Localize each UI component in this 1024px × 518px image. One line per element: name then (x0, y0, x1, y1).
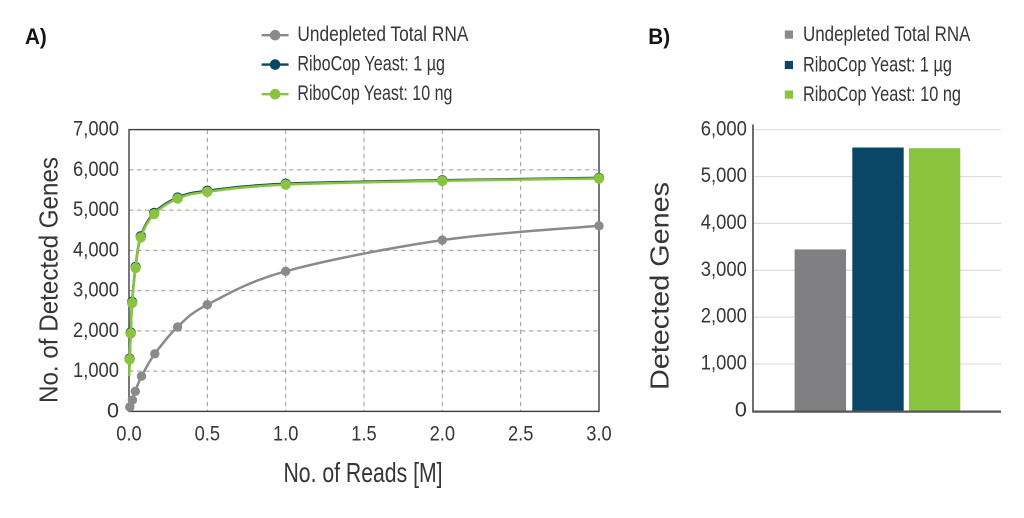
svg-text:RiboCop Yeast: 1 µg: RiboCop Yeast: 1 µg (803, 53, 952, 77)
svg-text:0.0: 0.0 (116, 422, 141, 446)
svg-text:A): A) (25, 24, 47, 49)
svg-text:1.0: 1.0 (273, 422, 298, 446)
svg-text:1,000: 1,000 (73, 358, 119, 382)
svg-text:No. of Reads [M]: No. of Reads [M] (284, 457, 443, 488)
svg-text:RiboCop Yeast: 10 ng: RiboCop Yeast: 10 ng (297, 81, 452, 105)
svg-text:1,000: 1,000 (701, 351, 747, 375)
svg-text:3,000: 3,000 (701, 257, 747, 281)
svg-text:2.5: 2.5 (508, 422, 533, 446)
svg-text:4,000: 4,000 (701, 210, 747, 234)
svg-text:1.5: 1.5 (351, 422, 376, 446)
svg-text:0.5: 0.5 (195, 422, 220, 446)
svg-text:3.0: 3.0 (586, 422, 611, 446)
svg-text:6,000: 6,000 (73, 157, 119, 181)
svg-text:4,000: 4,000 (73, 237, 119, 261)
svg-text:Undepleted Total RNA: Undepleted Total RNA (297, 22, 469, 46)
svg-text:6,000: 6,000 (701, 116, 747, 140)
svg-text:0: 0 (107, 398, 119, 422)
svg-text:RiboCop Yeast: 1 µg: RiboCop Yeast: 1 µg (297, 51, 445, 75)
svg-text:B): B) (648, 24, 670, 49)
svg-text:5,000: 5,000 (701, 163, 747, 187)
svg-text:3,000: 3,000 (73, 278, 119, 302)
svg-text:2,000: 2,000 (73, 318, 119, 342)
svg-text:0: 0 (735, 397, 747, 421)
svg-text:2.0: 2.0 (430, 422, 455, 446)
svg-text:No. of Detected Genes: No. of Detected Genes (34, 157, 64, 403)
svg-text:RiboCop Yeast: 10 ng: RiboCop Yeast: 10 ng (803, 82, 961, 106)
svg-text:7,000: 7,000 (73, 117, 119, 141)
svg-text:Detected Genes: Detected Genes (645, 182, 675, 390)
svg-text:Undepleted Total RNA: Undepleted Total RNA (803, 22, 971, 46)
svg-text:5,000: 5,000 (73, 197, 119, 221)
svg-text:2,000: 2,000 (701, 304, 747, 328)
